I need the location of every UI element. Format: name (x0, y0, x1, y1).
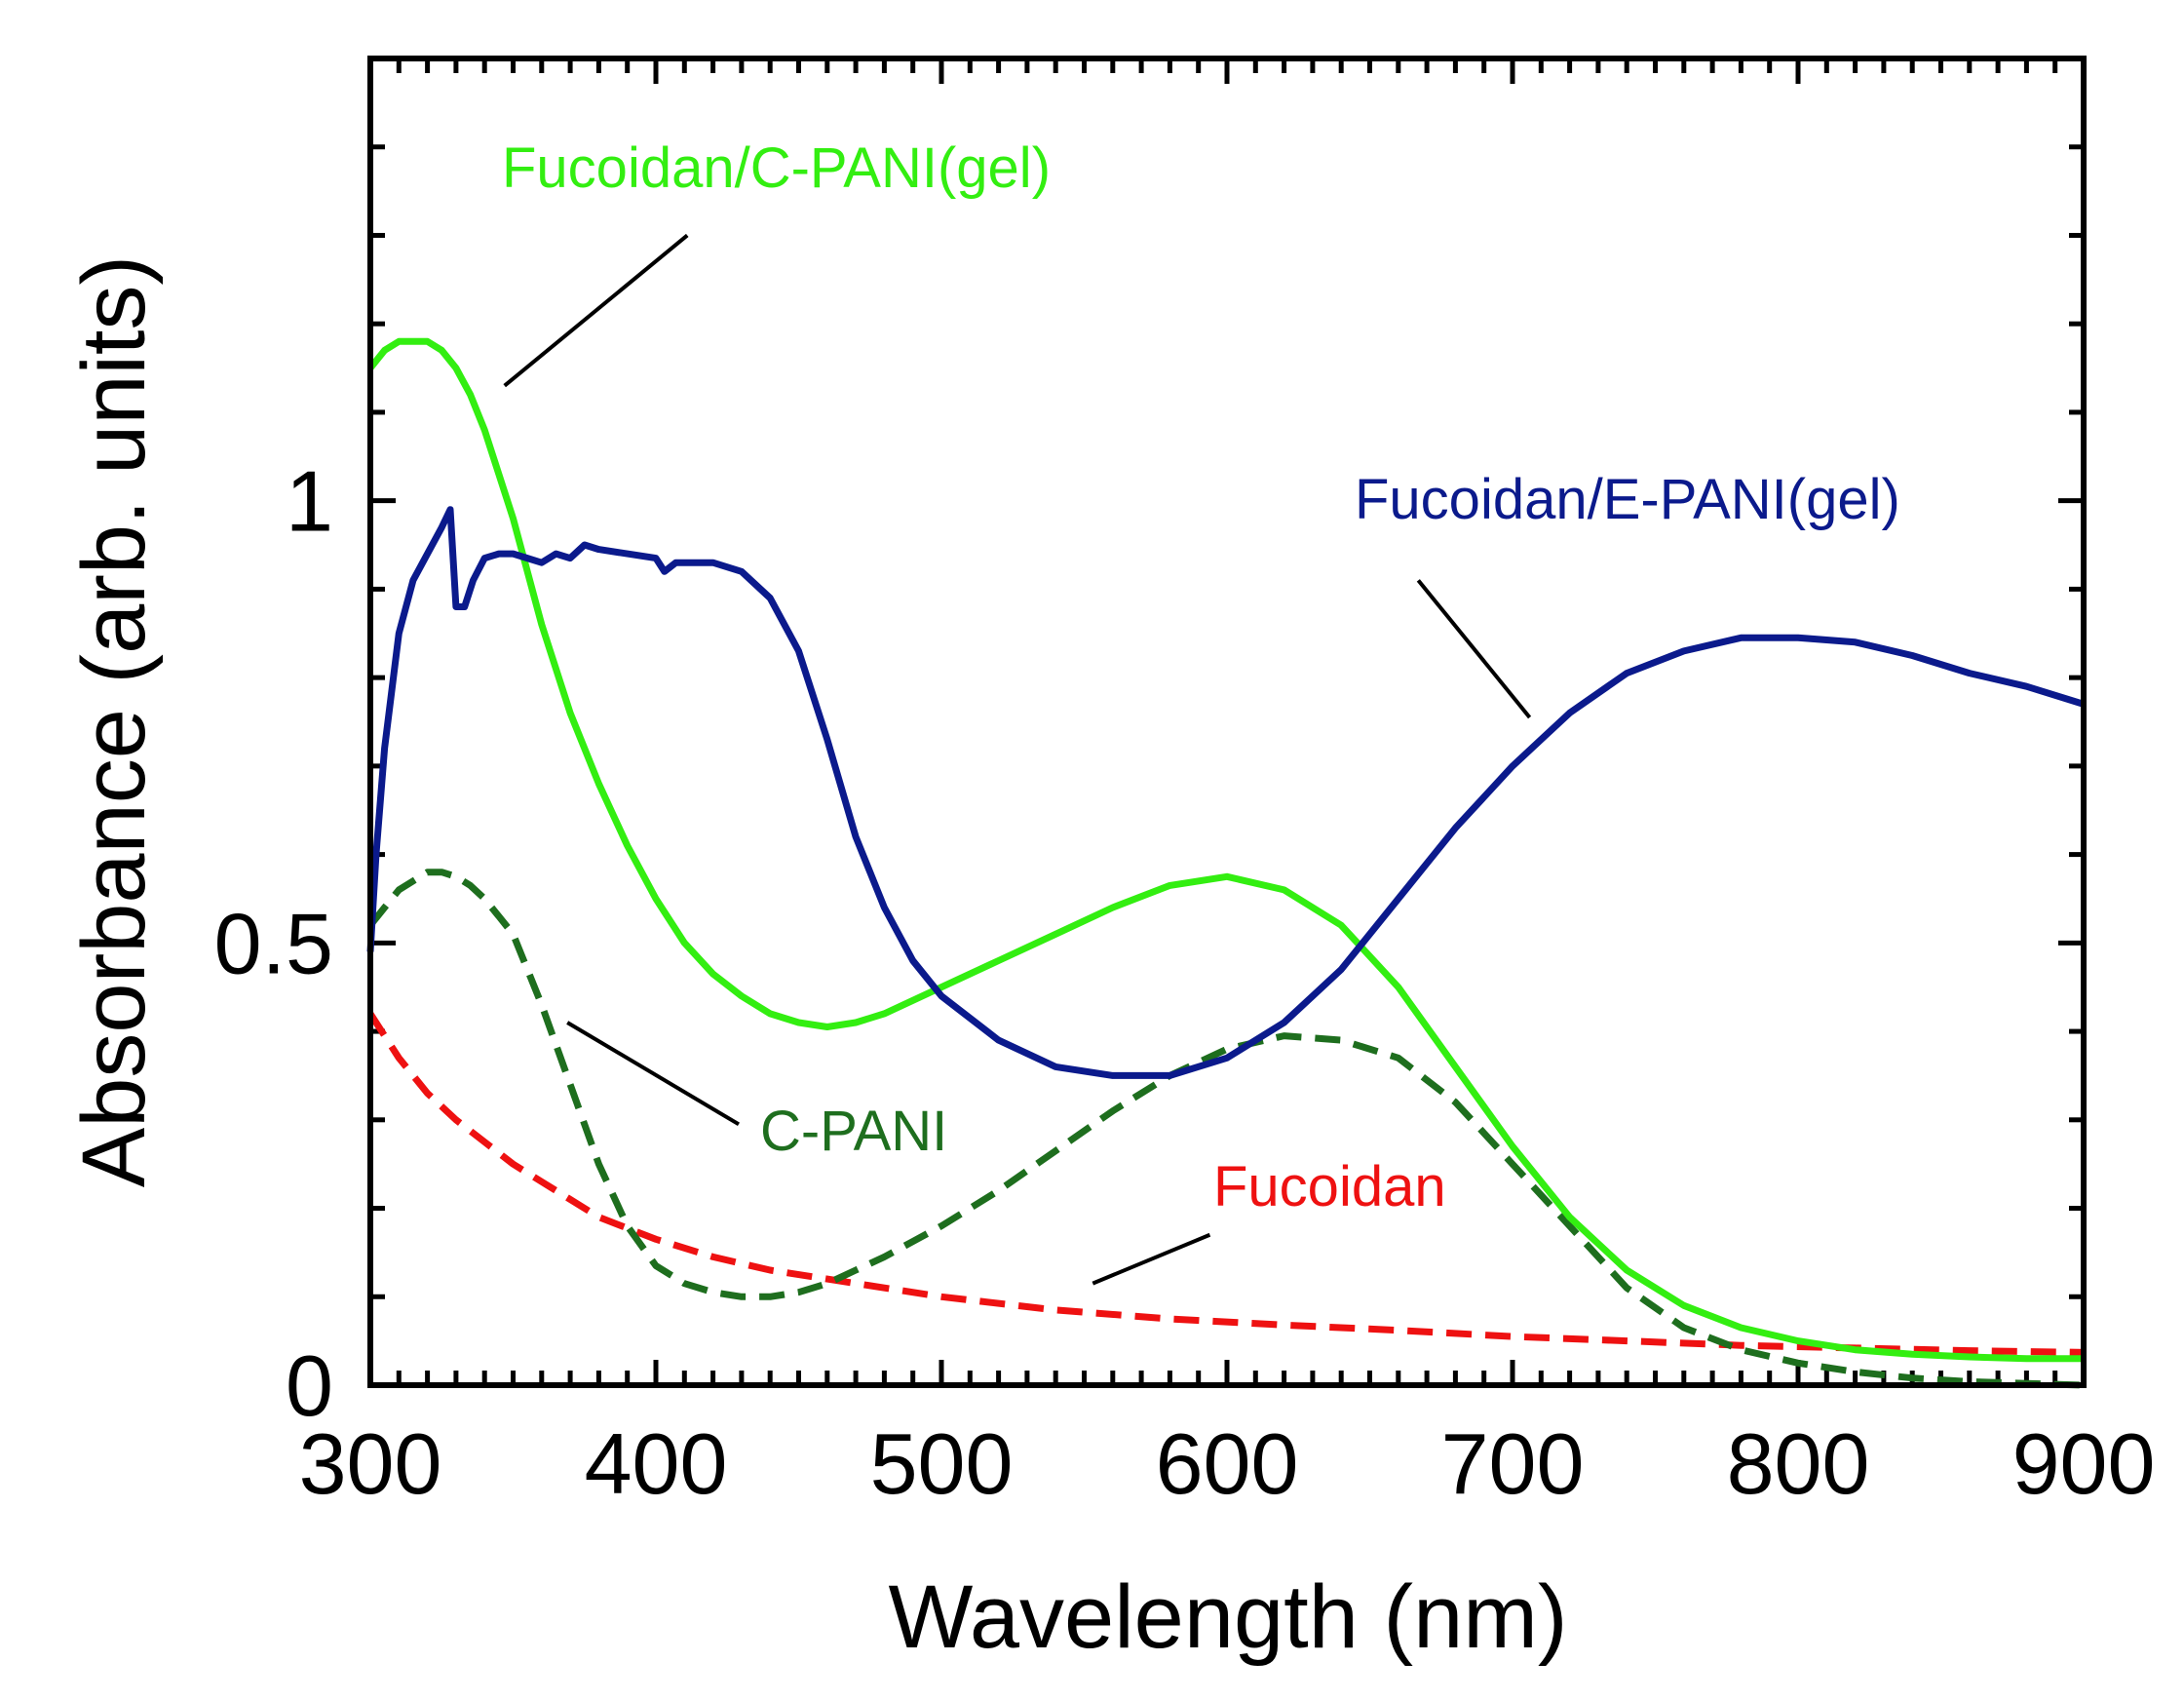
annotation-label-c-pani-gel: Fucoidan/C-PANI(gel) (502, 136, 1051, 200)
x-tick-label: 700 (1441, 1415, 1585, 1512)
x-tick-labels: 300 400 500 600 700 800 900 (299, 1415, 2156, 1512)
y-tick-label: 1 (286, 453, 333, 550)
annotation-label-e-pani-gel: Fucoidan/E-PANI(gel) (1355, 468, 1900, 531)
x-axis-title: Wavelength (nm) (888, 1567, 1567, 1667)
x-tick-label: 900 (2012, 1415, 2156, 1512)
x-tick-label: 400 (585, 1415, 728, 1512)
annotation-label-c-pani: C-PANI (760, 1100, 947, 1163)
y-tick-label: 0 (286, 1337, 333, 1434)
series-line-fucoidan-e-pani-gel (366, 506, 2086, 1079)
series-line-fucoidan-c-pani-gel (367, 337, 2084, 1363)
plot-frame (367, 56, 2087, 1388)
series-line-fucoidan (367, 1012, 2085, 1356)
x-tick-label: 300 (299, 1415, 442, 1512)
leader-fucoidan (1092, 1232, 1211, 1286)
y-tick-labels: 00.51 (214, 453, 333, 1434)
annotation-label-fucoidan: Fucoidan (1213, 1155, 1446, 1218)
y-tick-label: 0.5 (214, 895, 333, 991)
x-tick-label: 600 (1156, 1415, 1299, 1512)
y-axis-title: Absorbance (arb. units) (64, 255, 164, 1187)
leader-c-pani-gel (503, 233, 689, 388)
leader-c-pani (566, 1021, 740, 1127)
annotation-leaders (503, 233, 1532, 1286)
x-tick-label: 800 (1727, 1415, 1870, 1512)
series-layer (366, 337, 2086, 1389)
x-tick-label: 500 (870, 1415, 1014, 1512)
leader-e-pani-gel (1416, 579, 1532, 719)
series-line-c-pani (367, 869, 2085, 1389)
